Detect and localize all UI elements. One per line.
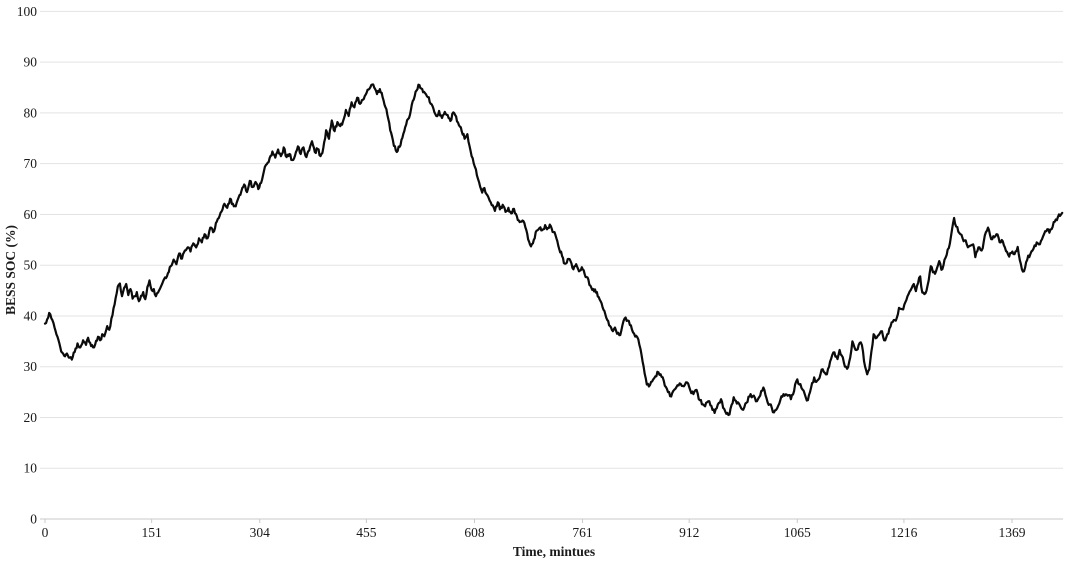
- y-tick-label: 10: [24, 461, 38, 476]
- x-tick-label: 0: [42, 525, 49, 540]
- x-tick-label: 151: [142, 525, 162, 540]
- y-tick-label: 70: [24, 156, 38, 171]
- y-tick-label: 30: [24, 359, 38, 374]
- gridlines: [40, 10, 1063, 520]
- y-tick-label: 60: [24, 207, 38, 222]
- y-axis-tick-labels: 0 10 20 30 40 50 60 70 80 90 100: [17, 4, 38, 527]
- x-tick-label: 761: [572, 525, 592, 540]
- x-tick-label: 912: [679, 525, 699, 540]
- x-tick-label: 455: [356, 525, 377, 540]
- x-axis-ticks: [44, 519, 1013, 523]
- x-axis-tick-labels: 0 151 304 455 608 761 912 1065 1216 1369: [42, 525, 1026, 540]
- x-tick-label: 304: [250, 525, 271, 540]
- y-axis-title: BESS SOC (%): [3, 225, 18, 315]
- x-tick-label: 1369: [999, 525, 1026, 540]
- y-tick-label: 100: [17, 4, 38, 19]
- x-tick-label: 1065: [784, 525, 811, 540]
- x-tick-label: 1216: [890, 525, 917, 540]
- soc-line-series: [43, 83, 1064, 417]
- x-axis-title: Time, mintues: [513, 544, 595, 559]
- y-tick-label: 80: [24, 105, 38, 120]
- y-tick-label: 40: [24, 308, 38, 323]
- y-tick-label: 50: [24, 258, 38, 273]
- y-tick-label: 20: [24, 410, 38, 425]
- y-tick-label: 0: [30, 512, 37, 527]
- y-tick-label: 90: [24, 55, 38, 70]
- x-tick-label: 608: [464, 525, 485, 540]
